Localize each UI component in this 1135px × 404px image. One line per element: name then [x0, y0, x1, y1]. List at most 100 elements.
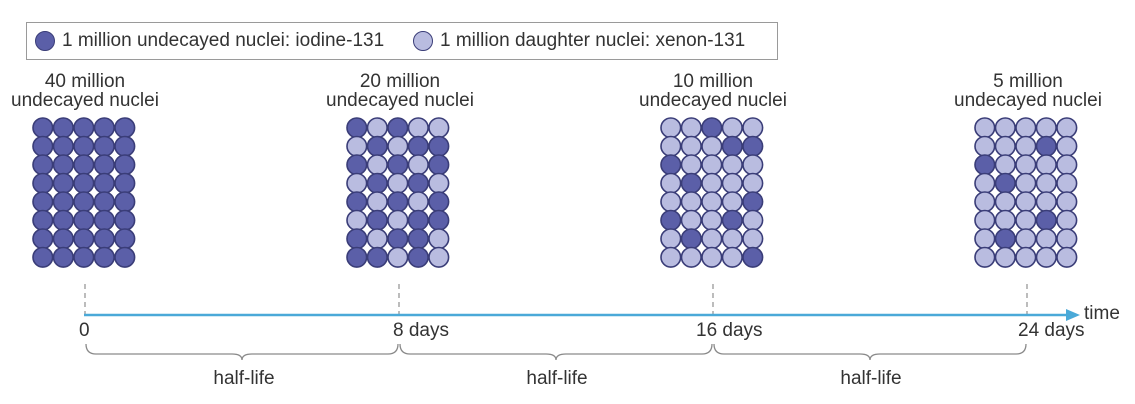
daughter-nucleus: [680, 117, 702, 139]
undecayed-nucleus: [32, 246, 54, 268]
undecayed-nucleus: [114, 228, 136, 250]
stage-0-label: 40 million undecayed nuclei: [0, 72, 185, 110]
daughter-nucleus: [721, 117, 743, 139]
daughter-nucleus: [994, 154, 1016, 176]
undecayed-nucleus: [32, 135, 54, 157]
daughter-nucleus: [680, 246, 702, 268]
undecayed-nucleus: [742, 246, 764, 268]
daughter-nucleus: [742, 117, 764, 139]
daughter-nucleus: [660, 135, 682, 157]
daughter-nucleus: [387, 246, 409, 268]
daughter-nucleus: [742, 172, 764, 194]
daughter-nucleus: [660, 228, 682, 250]
daughter-nucleus: [701, 191, 723, 213]
daughter-nucleus: [680, 135, 702, 157]
undecayed-nucleus: [366, 209, 388, 231]
daughter-nucleus: [1035, 154, 1057, 176]
daughter-nucleus: [721, 154, 743, 176]
stage-3-label: 5 million undecayed nuclei: [928, 72, 1128, 110]
half-life-brace-1: [85, 343, 399, 361]
daughter-nucleus: [1056, 135, 1078, 157]
daughter-nucleus: [1056, 172, 1078, 194]
daughter-nucleus: [1056, 191, 1078, 213]
stage-1-caption: undecayed nuclei: [326, 90, 474, 111]
undecayed-nucleus: [366, 172, 388, 194]
half-life-label-1: half-life: [213, 368, 275, 389]
daughter-nucleus: [387, 172, 409, 194]
undecayed-nucleus: [428, 209, 450, 231]
daughter-nucleus: [742, 228, 764, 250]
daughter-nucleus: [994, 246, 1016, 268]
daughter-nucleus: [742, 209, 764, 231]
undecayed-nucleus: [93, 135, 115, 157]
daughter-nucleus: [701, 172, 723, 194]
undecayed-nucleus: [52, 246, 74, 268]
undecayed-nucleus: [994, 172, 1016, 194]
undecayed-nucleus: [346, 228, 368, 250]
daughter-nucleus: [428, 246, 450, 268]
undecayed-nucleus: [428, 191, 450, 213]
undecayed-nucleus: [407, 246, 429, 268]
undecayed-nucleus: [387, 228, 409, 250]
daughter-nucleus: [974, 135, 996, 157]
undecayed-nucleus: [1035, 135, 1057, 157]
daughter-nucleus: [407, 191, 429, 213]
undecayed-nucleus: [52, 154, 74, 176]
stage-0-count: 40 million: [44, 71, 126, 92]
undecayed-nucleus: [387, 117, 409, 139]
daughter-nucleus: [1015, 135, 1037, 157]
daughter-nucleus: [701, 246, 723, 268]
time-axis-arrow-icon: [1066, 309, 1080, 321]
undecayed-nucleus: [93, 191, 115, 213]
undecayed-nucleus: [73, 228, 95, 250]
stage-1-count: 20 million: [359, 71, 441, 92]
undecayed-nucleus: [660, 209, 682, 231]
time-axis-title: time: [1084, 303, 1120, 324]
daughter-nucleus-swatch: [413, 31, 433, 51]
daughter-nucleus: [1035, 246, 1057, 268]
undecayed-nucleus: [32, 172, 54, 194]
legend-label-undecayed: 1 million undecayed nuclei: iodine-131: [62, 30, 385, 51]
tick-label-0: 0: [79, 320, 90, 341]
daughter-nucleus: [387, 135, 409, 157]
stage-2-count: 10 million: [672, 71, 754, 92]
undecayed-nucleus: [387, 154, 409, 176]
undecayed-nucleus: [114, 246, 136, 268]
undecayed-nucleus: [366, 135, 388, 157]
daughter-nucleus: [346, 135, 368, 157]
daughter-nucleus: [1015, 117, 1037, 139]
half-life-label-2: half-life: [526, 368, 588, 389]
tick-label-2: 16 days: [696, 320, 763, 341]
undecayed-nucleus: [93, 246, 115, 268]
undecayed-nucleus: [680, 172, 702, 194]
undecayed-nucleus: [32, 209, 54, 231]
daughter-nucleus: [1035, 117, 1057, 139]
undecayed-nucleus: [73, 154, 95, 176]
daughter-nucleus: [721, 191, 743, 213]
undecayed-nucleus: [680, 228, 702, 250]
daughter-nucleus: [366, 191, 388, 213]
legend: 1 million undecayed nuclei: iodine-131 1…: [26, 22, 778, 60]
nuclei-grids: [32, 117, 1078, 268]
daughter-nucleus: [1056, 209, 1078, 231]
daughter-nucleus: [742, 154, 764, 176]
daughter-nucleus: [346, 209, 368, 231]
daughter-nucleus: [974, 246, 996, 268]
undecayed-nucleus: [407, 135, 429, 157]
daughter-nucleus: [1056, 154, 1078, 176]
undecayed-nucleus: [660, 154, 682, 176]
undecayed-nucleus: [1035, 209, 1057, 231]
daughter-nucleus: [701, 209, 723, 231]
daughter-nucleus: [721, 172, 743, 194]
undecayed-nucleus: [73, 117, 95, 139]
half-life-brace-2: [399, 343, 713, 361]
undecayed-nucleus: [114, 154, 136, 176]
legend-label-daughter: 1 million daughter nuclei: xenon-131: [440, 30, 746, 51]
undecayed-nucleus: [73, 191, 95, 213]
tick-label-1: 8 days: [393, 320, 449, 341]
daughter-nucleus: [974, 117, 996, 139]
undecayed-nucleus: [52, 172, 74, 194]
undecayed-nucleus: [428, 135, 450, 157]
undecayed-nucleus: [52, 117, 74, 139]
undecayed-nucleus: [93, 117, 115, 139]
